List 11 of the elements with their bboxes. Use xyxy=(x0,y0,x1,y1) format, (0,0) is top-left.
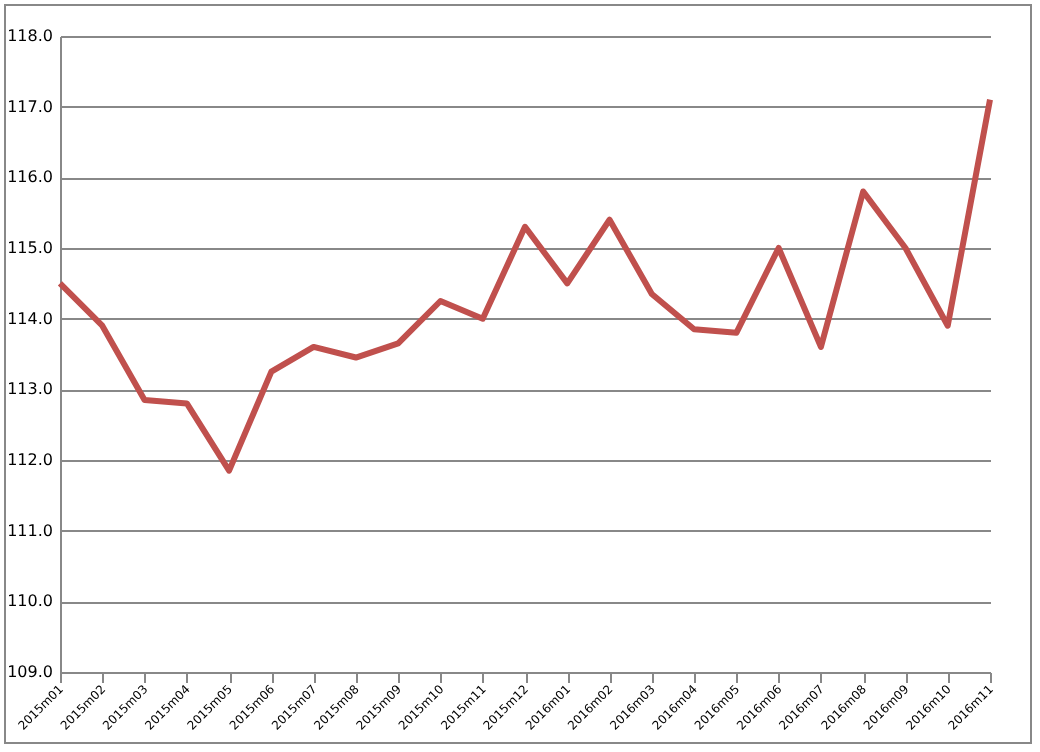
y-tick-label: 116.0 xyxy=(7,168,53,187)
y-tick-label: 118.0 xyxy=(7,27,53,45)
y-tick-label: 111.0 xyxy=(7,521,53,540)
y-tick-label: 112.0 xyxy=(7,451,53,469)
y-tick-label: 115.0 xyxy=(7,239,53,257)
y-tick-label: 114.0 xyxy=(7,309,53,328)
line-series xyxy=(57,96,993,474)
y-tick-label: 110.0 xyxy=(7,592,53,611)
y-tick-label: 113.0 xyxy=(7,380,53,399)
y-tick-label: 117.0 xyxy=(7,97,53,116)
y-tick-label: 109.0 xyxy=(7,663,53,681)
